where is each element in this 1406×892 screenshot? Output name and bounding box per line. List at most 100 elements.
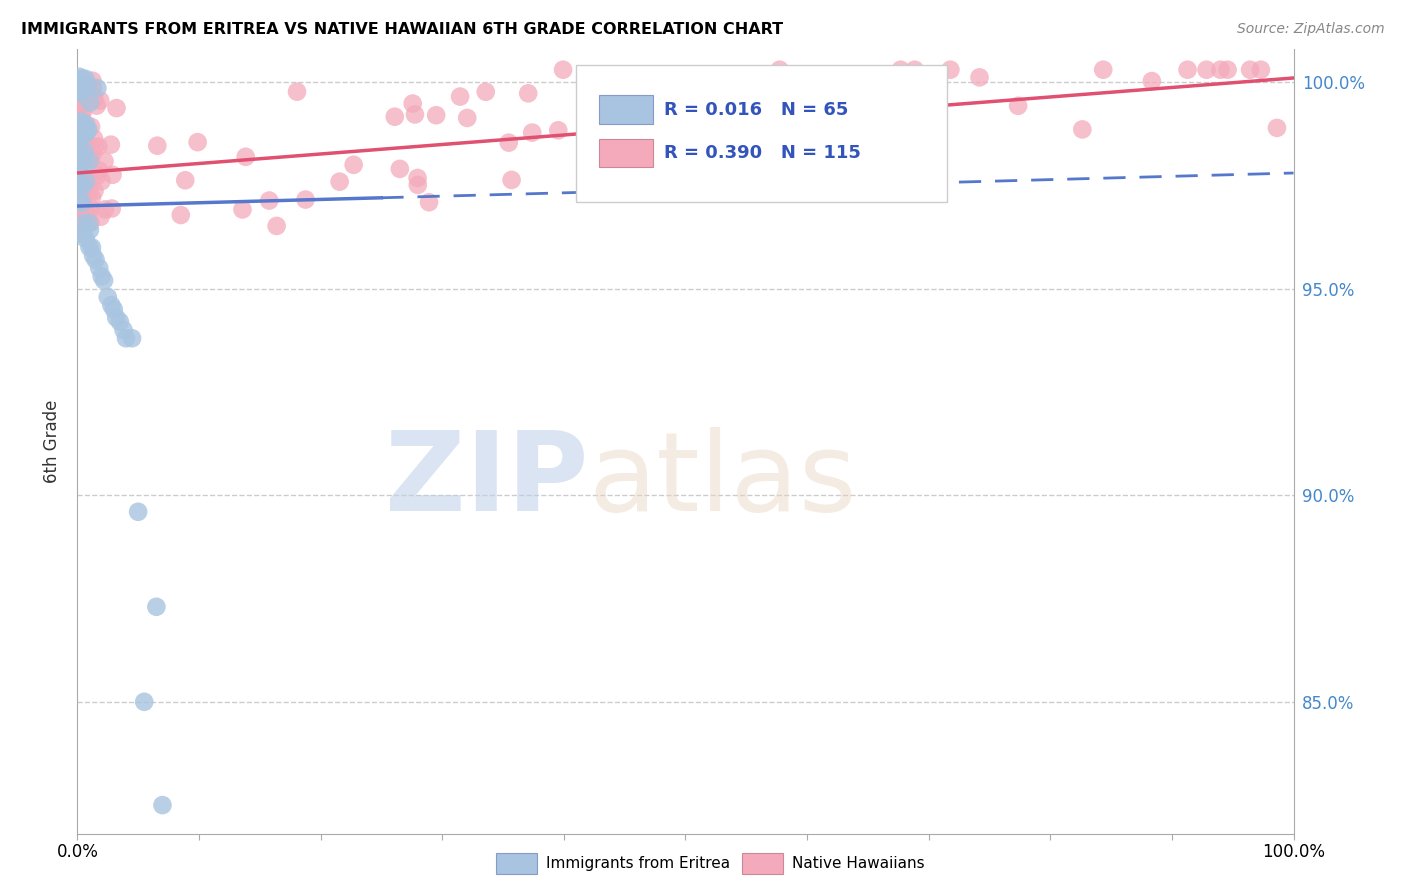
Point [890,62,912,77]
Point [67,128,90,142]
Point [146,138,169,153]
Point [73,79,96,94]
Point [257,194,280,208]
Point [1007,99,1029,113]
Point [72,154,94,169]
FancyBboxPatch shape [599,138,652,167]
Point [69,219,91,233]
Point [69,129,91,144]
Point [100,298,122,312]
Point [127,505,149,519]
Point [79,223,101,237]
Point [79,216,101,230]
Point [69,87,91,101]
Point [859,161,882,175]
Point [75,122,97,136]
Text: R = 0.016   N = 65: R = 0.016 N = 65 [664,101,848,119]
Point [76,126,98,140]
FancyBboxPatch shape [599,95,652,124]
Point [547,123,569,137]
Point [80,153,103,167]
Point [121,331,143,345]
Point [702,74,724,88]
Point [67,78,90,93]
Point [89,260,111,275]
Point [75,175,97,189]
Point [70,71,93,86]
Point [939,62,962,77]
Point [910,117,932,131]
Point [152,798,174,813]
Point [75,180,97,194]
Point [1071,122,1094,136]
Point [82,249,104,263]
Point [925,67,948,81]
Point [67,164,90,178]
Point [1195,62,1218,77]
Point [72,227,94,242]
Point [388,161,411,176]
Point [1216,62,1239,77]
Point [73,120,96,135]
Point [73,121,96,136]
Point [145,599,167,614]
Point [474,85,496,99]
Point [872,140,894,154]
Point [73,85,96,99]
Point [67,86,90,100]
Point [727,90,749,104]
Point [69,177,91,191]
Point [768,62,790,77]
Point [425,108,447,122]
Point [187,135,209,149]
Point [76,79,98,94]
Text: IMMIGRANTS FROM ERITREA VS NATIVE HAWAIIAN 6TH GRADE CORRELATION CHART: IMMIGRANTS FROM ERITREA VS NATIVE HAWAII… [21,22,783,37]
Point [384,110,406,124]
Point [69,155,91,169]
Point [285,85,308,99]
Y-axis label: 6th Grade: 6th Grade [44,400,62,483]
Point [69,77,91,91]
Point [93,273,115,287]
Point [87,163,110,178]
Point [69,194,91,208]
Point [101,168,124,182]
Point [112,323,135,337]
Point [858,99,880,113]
Point [231,202,253,217]
Point [418,195,440,210]
Point [72,105,94,120]
Text: R = 0.390   N = 115: R = 0.390 N = 115 [664,144,860,161]
Point [87,139,110,153]
Point [235,150,257,164]
Point [105,310,128,325]
Point [77,122,100,136]
Point [404,107,426,121]
Point [69,161,91,175]
Point [82,145,104,160]
Point [105,101,128,115]
Point [70,170,93,185]
Point [747,115,769,129]
Point [406,178,429,192]
Point [718,73,741,87]
Point [90,269,112,284]
Point [75,135,97,149]
Point [97,290,120,304]
Point [80,240,103,254]
Point [83,131,105,145]
Point [574,126,596,140]
Point [810,77,832,91]
Point [67,72,90,87]
Point [75,202,97,217]
Point [115,331,138,345]
Point [70,76,93,90]
Point [449,89,471,103]
Point [69,148,91,162]
Text: Source: ZipAtlas.com: Source: ZipAtlas.com [1237,22,1385,37]
Point [79,184,101,198]
Point [79,240,101,254]
Point [72,169,94,184]
Point [103,302,125,317]
Point [76,80,98,95]
